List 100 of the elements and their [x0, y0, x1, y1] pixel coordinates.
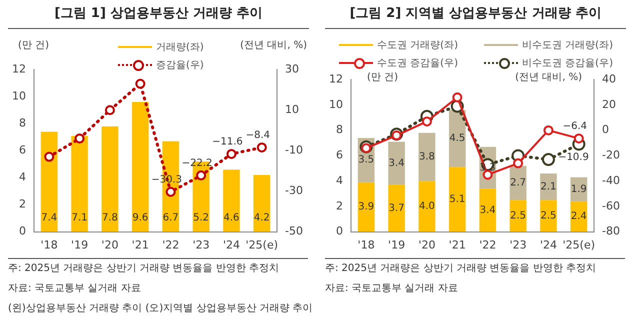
y-tick-label: 4	[18, 170, 26, 184]
x-tick-label: '18	[358, 238, 375, 252]
y2-tick-label: 30	[285, 62, 300, 76]
y2-tick-label: -30	[285, 184, 303, 198]
y-tick-label: 2	[336, 199, 343, 212]
bar	[418, 181, 436, 232]
data-label: −10.9	[558, 152, 589, 163]
bar	[479, 188, 496, 232]
bar	[102, 126, 118, 232]
legend-label: 증감율(우)	[156, 59, 204, 72]
y-tick-label: 6	[18, 144, 26, 157]
y-tick-label: 0	[336, 224, 343, 238]
legend-label: 거래량(좌)	[156, 41, 204, 54]
y2-tick-label: 40	[602, 72, 616, 86]
point	[104, 105, 115, 116]
data-label: 4.0	[418, 201, 435, 212]
point	[513, 158, 524, 168]
data-label: 4.2	[254, 212, 270, 224]
y2-tick-label: 20	[602, 98, 616, 111]
legend-label: 비수도권 거래량(좌)	[522, 39, 613, 52]
y2-axis-title: (전년 대비, %)	[515, 71, 582, 84]
bar	[132, 102, 149, 232]
bar	[510, 166, 526, 200]
x-tick-label: '19	[71, 238, 88, 252]
bar	[448, 167, 466, 232]
legend-label: 수도권 증감율(우)	[377, 57, 458, 70]
point	[574, 133, 584, 144]
data-label: 3.8	[418, 152, 435, 163]
bar	[40, 132, 58, 232]
data-label: 2.1	[540, 181, 556, 192]
y-tick-label: 4	[336, 174, 343, 187]
point	[135, 78, 146, 89]
y-tick-label: 10	[12, 89, 26, 102]
data-label: 5.1	[449, 194, 466, 206]
point	[256, 142, 267, 152]
y-axis-title: (만 건)	[367, 71, 398, 84]
x-tick-label: '21	[448, 238, 466, 252]
data-label: 9.6	[132, 212, 148, 224]
data-label: 7.4	[41, 212, 58, 224]
x-tick-label: '22	[162, 238, 180, 252]
x-tick-label: '20	[101, 238, 118, 252]
point	[44, 152, 54, 162]
data-label: 4.5	[449, 133, 466, 144]
bar	[418, 132, 436, 182]
x-tick-label: '20	[418, 238, 436, 252]
bar	[510, 200, 526, 232]
data-label: 4.6	[224, 212, 240, 224]
data-label: 6.7	[162, 212, 179, 224]
bar	[388, 142, 405, 185]
bar	[71, 136, 88, 232]
x-tick-label: '23	[192, 238, 210, 252]
data-label: 3.4	[480, 204, 496, 216]
y2-axis-title: (전년 대비, %)	[240, 39, 307, 52]
data-label: 5.2	[193, 212, 210, 224]
y-tick-label: 8	[18, 116, 26, 130]
data-label: 2.7	[510, 178, 526, 189]
data-label: 3.7	[388, 202, 405, 214]
y2-tick-label: -40	[602, 174, 620, 187]
legend-label: 수도권 거래량(좌)	[377, 39, 458, 52]
text: 자료: 국토교통부 실거래 자료	[325, 282, 459, 296]
data-label: −11.6	[212, 136, 243, 148]
bar	[358, 182, 375, 232]
point	[226, 148, 236, 159]
point	[542, 153, 555, 166]
data-label: 3.9	[358, 202, 374, 213]
x-tick-label: '21	[132, 238, 149, 252]
point	[361, 143, 372, 154]
y2-tick-label: -80	[602, 224, 620, 238]
x-tick-label: '19	[388, 238, 406, 252]
bar	[253, 175, 270, 232]
point	[452, 92, 462, 102]
x-tick-label: '24	[540, 238, 557, 252]
data-label: 3.4	[388, 158, 405, 169]
point	[74, 134, 85, 144]
y-tick-label: 0	[18, 224, 26, 238]
legend-label: 비수도권 증감율(우)	[522, 57, 613, 70]
data-label: 7.1	[72, 212, 88, 224]
point	[422, 116, 432, 126]
text: 주: 2025년 거래량은 상반기 거래량 변동율을 반영한 추정치	[325, 262, 598, 276]
y-tick-label: 12	[12, 62, 26, 76]
data-label: 2.4	[570, 211, 587, 222]
x-tick-label: '25(e)	[562, 238, 596, 252]
y-tick-label: 8	[336, 123, 343, 136]
chart-title: [그림 2] 지역별 상업용부동산 거래량 추이	[325, 4, 626, 29]
point	[392, 130, 402, 140]
x-tick-label: '23	[510, 238, 527, 252]
data-label: −6.4	[562, 121, 587, 132]
y2-tick-label: -50	[285, 224, 303, 238]
data-label: 3.5	[358, 154, 374, 166]
bar	[223, 170, 240, 232]
x-tick-label: '22	[479, 238, 496, 252]
data-label: 7.8	[102, 212, 118, 224]
data-label: −8.4	[246, 130, 270, 142]
y-axis-title: (만 건)	[18, 39, 49, 52]
data-label: 2.5	[510, 210, 526, 222]
x-tick-label: '18	[40, 238, 58, 252]
x-tick-label: '25(e)	[246, 238, 278, 252]
bar	[540, 173, 557, 200]
text: 자료: 국토교통부 실거래 자료	[8, 282, 142, 296]
chart-title: [그림 1] 상업용부동산 거래량 추이	[8, 4, 309, 29]
